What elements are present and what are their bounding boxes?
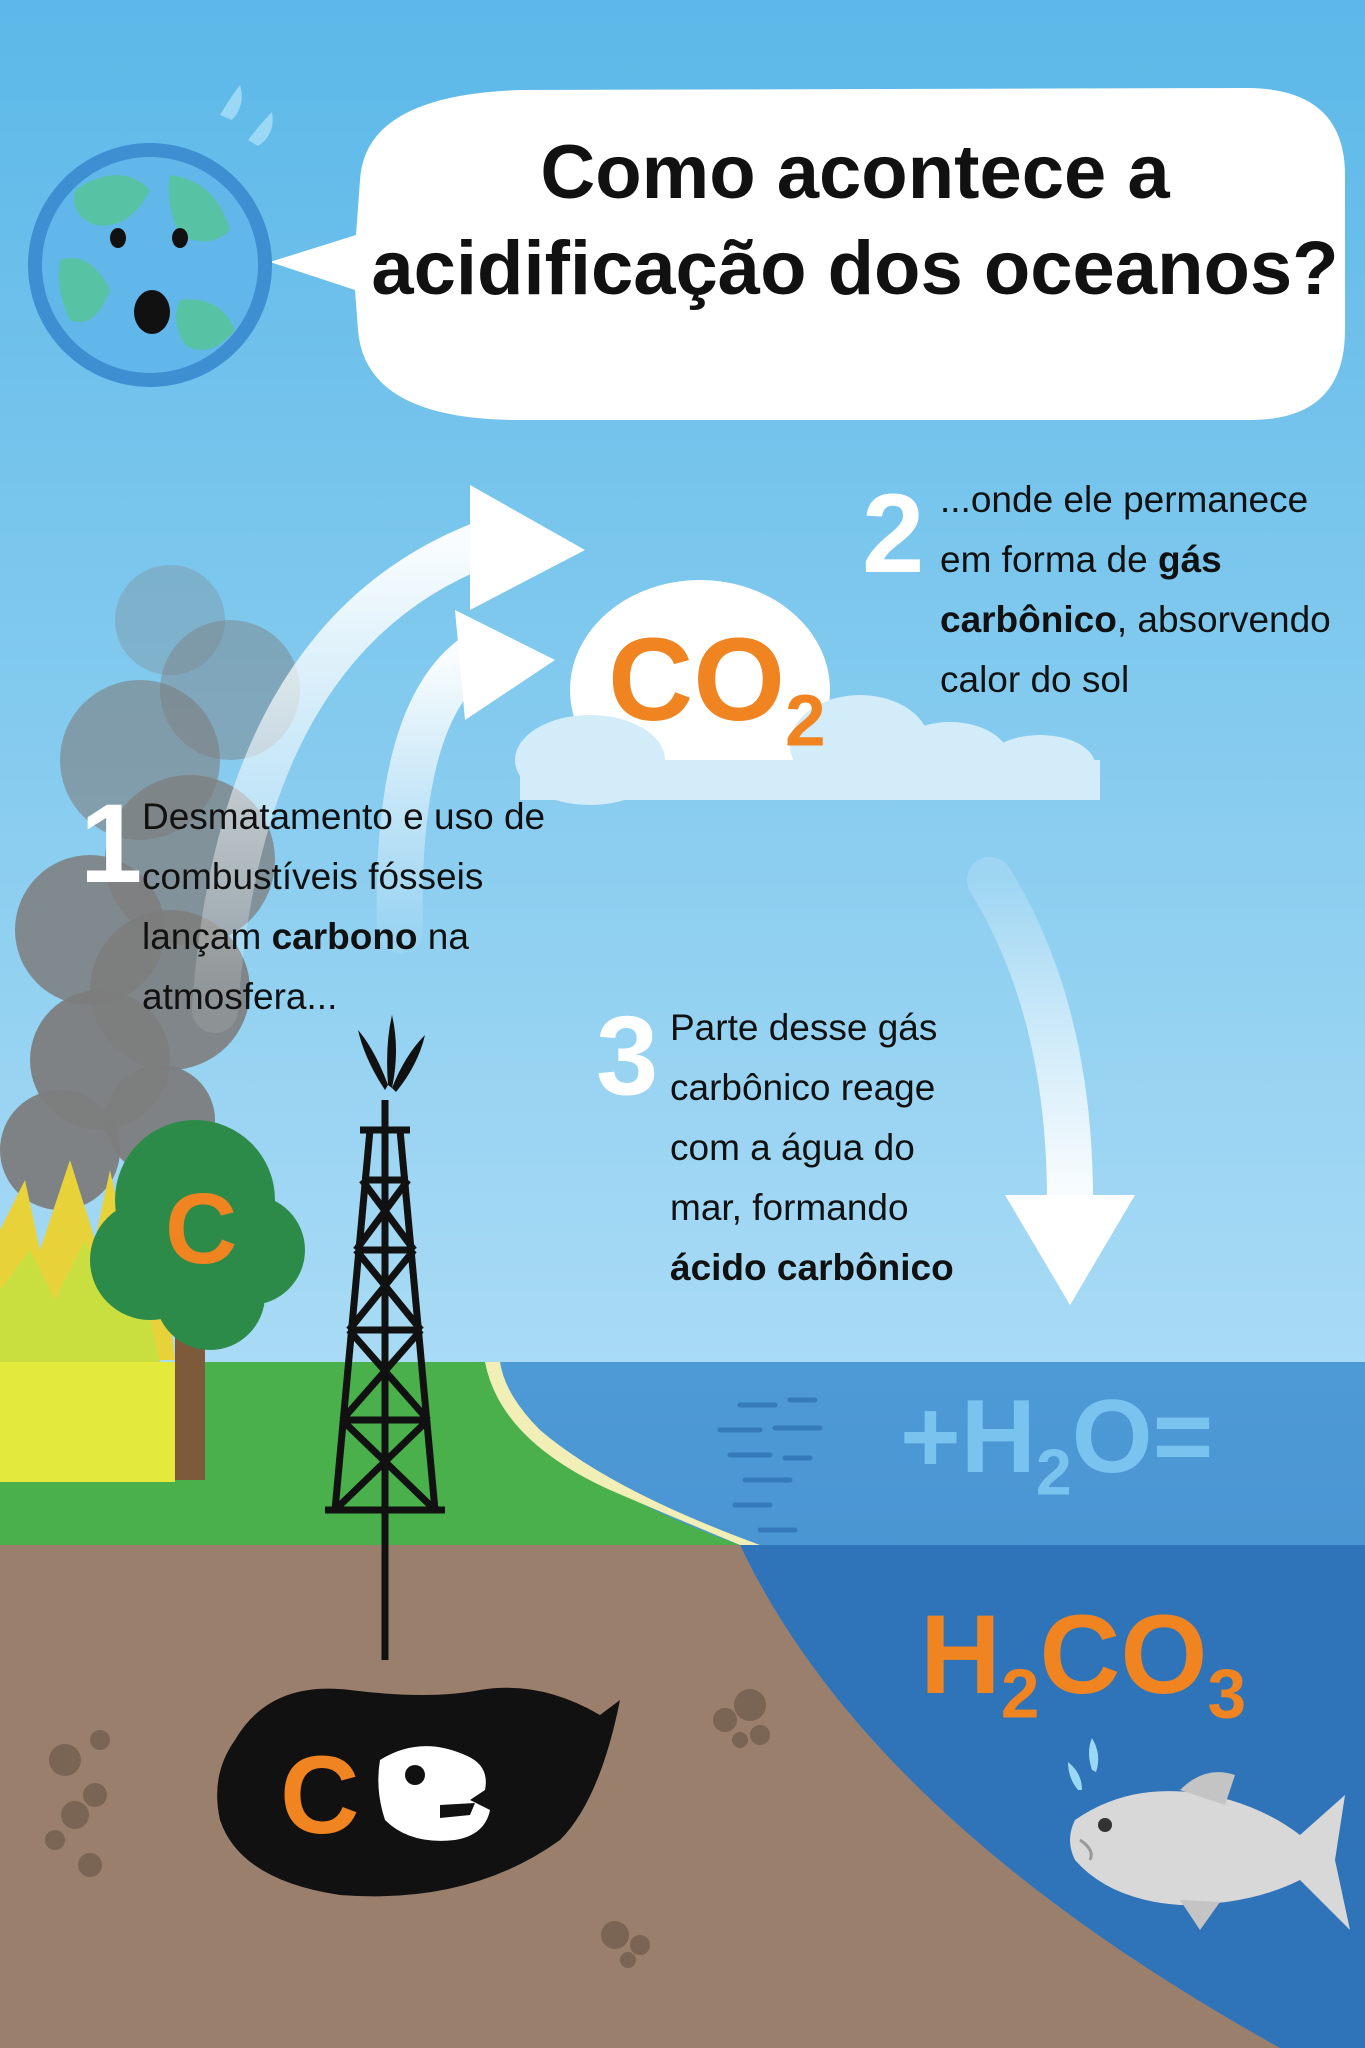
oil-spray-icon [358, 1015, 425, 1092]
oil-rig-icon [325, 1100, 445, 1660]
title-line-1: Como acontece a [540, 130, 1170, 215]
oil-carbon-symbol: C [280, 1734, 360, 1857]
co2-subscript: 2 [785, 679, 826, 762]
h2o-pre: +H [900, 1379, 1036, 1495]
step-2-text-bold: gás carbônico [940, 539, 1222, 640]
earth-icon [28, 85, 273, 387]
step-3-text-bold: ácido carbônico [670, 1247, 954, 1288]
step-1-text-c: na atmosfera... [142, 916, 469, 1017]
h2co3-subscript-2: 3 [1207, 1654, 1247, 1733]
step-2-text-a: ...onde ele permanece em forma de [940, 479, 1309, 580]
step-2-text: ...onde ele permanece em forma de gás ca… [940, 470, 1340, 710]
step-1-text-a: Desmatamento e uso de combustíveis fósse… [142, 796, 546, 957]
dinosaur-skull-icon [378, 1746, 490, 1841]
step-3-text: Parte desse gás carbônico reage com a ág… [670, 998, 970, 1298]
arrow-icon [192, 485, 585, 1033]
h2co3-formula: H2CO3 [920, 1590, 1246, 1728]
h2co3-subscript-1: 2 [1000, 1654, 1040, 1733]
h2co3-co: CO [1039, 1592, 1208, 1717]
tree-carbon-symbol: C [165, 1173, 238, 1285]
co2-formula: CO2 [608, 612, 826, 757]
fish-icon [1068, 1738, 1350, 1930]
title-line-2: acidificação dos oceanos? [371, 226, 1339, 311]
h2o-post: O= [1071, 1379, 1214, 1495]
cloud-icon [515, 580, 1100, 805]
h2o-subscript: 2 [1035, 1436, 1072, 1509]
soil [0, 1545, 1280, 2048]
step-1-number: 1 [80, 781, 143, 906]
speech-bubble-icon [270, 88, 1345, 420]
step-1-text-bold: carbono [271, 916, 418, 957]
step-2-text-c: , absorvendo calor do sol [940, 599, 1331, 700]
arrow-icon [967, 857, 1135, 1305]
co2-base: CO [608, 614, 785, 746]
step-3-number: 3 [596, 993, 659, 1118]
step-1-text: Desmatamento e uso de combustíveis fósse… [142, 787, 567, 1027]
pebble-icon [45, 1689, 770, 1968]
h2co3-h: H [920, 1592, 1001, 1717]
page-title: Como acontece a acidificação dos oceanos… [360, 125, 1350, 317]
h2o-formula: +H2O= [900, 1378, 1214, 1505]
deep-sea [740, 1545, 1365, 2048]
step-2-number: 2 [862, 471, 925, 596]
water-ripples [717, 1397, 823, 1533]
step-3-text-a: Parte desse gás carbônico reage com a ág… [670, 1007, 938, 1228]
tree-icon [90, 1120, 305, 1480]
